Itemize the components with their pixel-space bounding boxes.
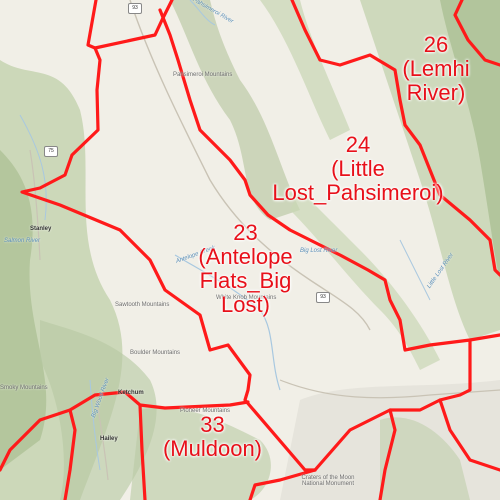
- unit-name-line2: River): [406, 80, 466, 105]
- unit-label-33[interactable]: 33 (Muldoon): [155, 413, 270, 461]
- place-ketchum: Ketchum: [118, 390, 144, 396]
- unit-name-line2: Lost_Pahsimeroi): [272, 180, 444, 205]
- highway-shield-icon: 75: [44, 146, 58, 157]
- place-big-lost-river: Big Lost River: [300, 248, 338, 254]
- highway-shield-icon: 93: [316, 292, 330, 303]
- place-boulder-mountains: Boulder Mountains: [130, 350, 181, 356]
- place-smoky-mountains: Smoky Mountains: [0, 385, 48, 391]
- place-stanley: Stanley: [30, 226, 52, 232]
- highway-shield-icon: 93: [128, 3, 142, 14]
- unit-label-23[interactable]: 23 (Antelope Flats_Big Lost): [188, 221, 303, 317]
- unit-name: (Little: [331, 156, 385, 181]
- unit-name-line2: Flats_Big: [199, 268, 292, 293]
- place-pahsimeroi-mountains: Pahsimeroi Mountains: [173, 72, 233, 78]
- place-hailey: Hailey: [100, 436, 118, 442]
- unit-name: (Muldoon): [162, 436, 263, 461]
- unit-name-line3: Lost): [221, 292, 270, 317]
- unit-number: 26: [423, 32, 449, 57]
- place-craters-monument: Craters of the Moon National Monument: [301, 475, 355, 487]
- unit-name: (Lemhi: [402, 56, 470, 81]
- unit-label-26[interactable]: 26 (Lemhi River): [396, 33, 476, 105]
- unit-number: 23: [233, 220, 258, 245]
- place-sawtooth-mountains: Sawtooth Mountains: [115, 302, 170, 308]
- place-white-knob-mountains: White Knob Mountains: [216, 295, 277, 301]
- place-pioneer-mountains: Pioneer Mountains: [180, 408, 231, 414]
- unit-name: (Antelope: [198, 244, 293, 269]
- unit-number: 24: [345, 132, 371, 157]
- place-salmon-river: Salmon River: [4, 238, 41, 244]
- unit-label-24[interactable]: 24 (Little Lost_Pahsimeroi): [268, 133, 448, 205]
- unit-number: 33: [200, 412, 225, 437]
